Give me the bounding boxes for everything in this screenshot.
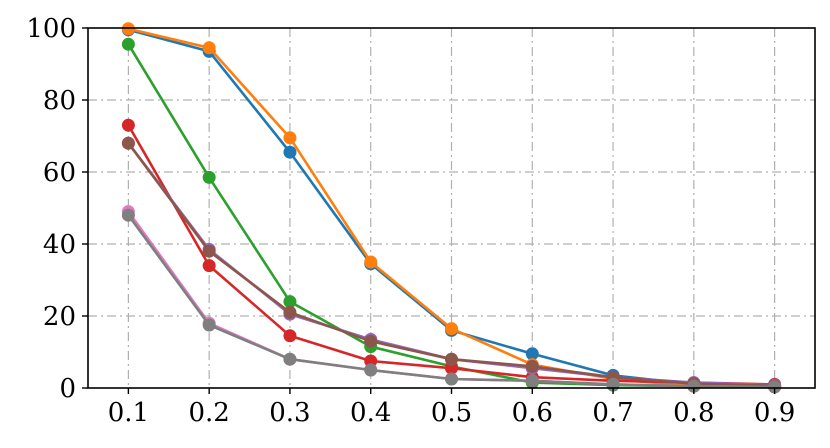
data-point: [202, 318, 216, 332]
x-tick-label: 0.6: [512, 398, 553, 428]
data-point: [525, 374, 539, 388]
data-point: [525, 347, 539, 361]
data-point: [364, 363, 378, 377]
data-point: [445, 372, 458, 386]
axis-ticks: 0.1 0.2 0.3 0.4 0.5 0.6 0.7 0.8 0.9 0 20 40 60 80 100: [26, 14, 795, 428]
y-tick-label: 40: [43, 230, 76, 260]
data-point: [283, 352, 297, 366]
y-tick-label: 20: [43, 302, 76, 332]
series-layer: [121, 22, 782, 394]
data-point: [283, 329, 297, 343]
data-point: [283, 131, 297, 145]
data-point: [121, 37, 135, 51]
x-tick-label: 0.3: [269, 398, 310, 428]
data-point: [364, 354, 378, 368]
data-point: [202, 244, 216, 258]
x-tick-label: 0.9: [754, 398, 795, 428]
data-point: [687, 379, 701, 393]
x-tick-label: 0.5: [431, 398, 472, 428]
data-point: [121, 136, 135, 150]
y-tick-label: 60: [43, 158, 76, 188]
x-tick-label: 0.1: [108, 398, 149, 428]
x-tick-label: 0.2: [188, 398, 229, 428]
data-point: [283, 305, 297, 319]
data-point: [445, 361, 458, 375]
data-point: [283, 295, 297, 309]
x-tick-label: 0.4: [350, 398, 391, 428]
y-tick-label: 100: [26, 14, 76, 44]
x-tick-label: 0.7: [592, 398, 633, 428]
y-tick-label: 0: [59, 374, 76, 404]
data-point: [364, 334, 378, 348]
data-point: [202, 170, 216, 184]
data-point: [121, 118, 135, 132]
data-point: [525, 359, 539, 373]
data-point: [121, 208, 135, 222]
series-4: [121, 118, 782, 391]
data-point: [364, 255, 378, 269]
data-point: [202, 41, 216, 55]
series-8: [121, 208, 782, 394]
data-point: [202, 259, 216, 273]
data-point: [445, 322, 458, 336]
data-point: [445, 352, 458, 366]
data-point: [283, 145, 297, 159]
data-point: [768, 380, 782, 394]
x-tick-label: 0.8: [673, 398, 714, 428]
y-tick-label: 80: [43, 86, 76, 116]
